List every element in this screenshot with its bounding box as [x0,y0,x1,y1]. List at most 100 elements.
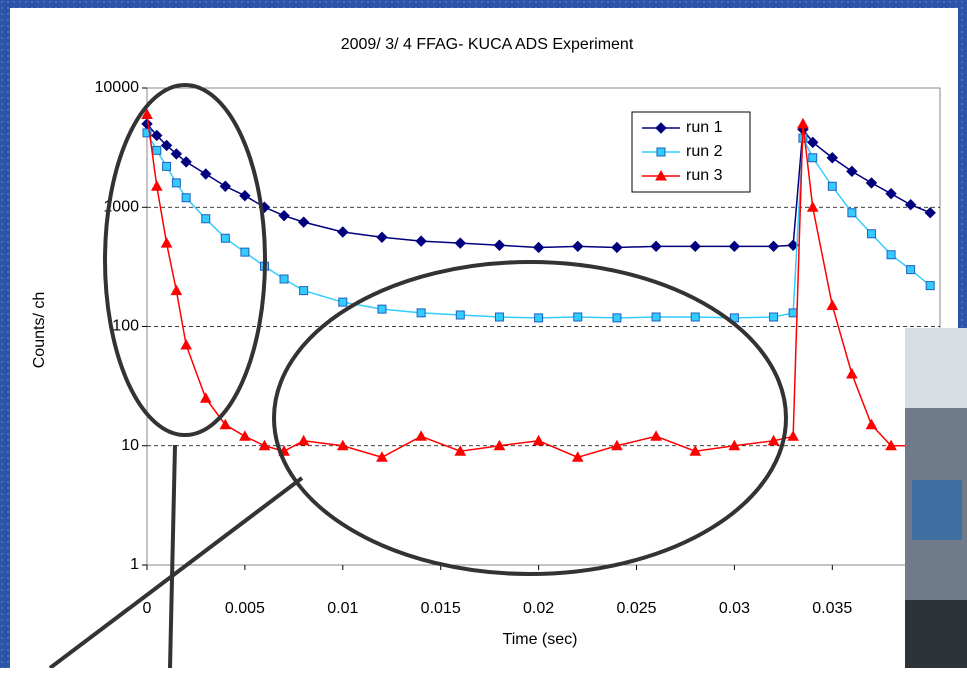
x-tick-label: 0.02 [523,600,554,617]
plot-area: 1 10 100 1000 10000 0 0.005 0.01 0.015 0.02 0.025 0… [95,79,941,617]
marker [690,312,700,322]
legend-label: run 2 [686,143,723,160]
marker [865,418,878,430]
marker [170,284,183,296]
x-tick-label: 0.025 [616,600,656,617]
x-tick-label: 0.03 [719,600,750,617]
marker [376,451,388,462]
marker [573,312,583,322]
marker [728,240,741,253]
marker [827,181,837,191]
x-tick-label: 0 [143,600,152,617]
chart-title: 2009/ 3/ 4 FFAG- KUCA ADS Experiment [341,36,634,53]
y-tick-label: 1000 [103,198,139,215]
marker [279,274,289,284]
marker [885,439,897,451]
marker [160,139,173,152]
marker [924,206,936,219]
photo-console [905,600,967,668]
y-tick-label: 10 [121,437,139,454]
marker [180,338,193,350]
marker [769,312,779,322]
marker [767,434,780,446]
marker [151,129,163,142]
marker [866,229,876,239]
marker [454,445,467,456]
marker [650,430,662,441]
marker [728,439,741,451]
marker [534,313,544,323]
annotation-line [168,444,177,669]
marker [904,199,917,211]
marker [925,281,935,291]
y-axis-label: Counts/ ch [31,292,48,368]
annotation-ellipse [103,83,267,437]
marker [493,439,506,451]
marker [571,451,584,462]
x-axis-label: Time (sec) [503,631,578,648]
marker [651,312,661,322]
marker [689,240,701,253]
marker [297,434,310,446]
marker [572,240,584,253]
marker [846,367,858,379]
marker [336,439,349,451]
chart-background [10,8,958,668]
marker [885,187,897,200]
marker [826,299,839,311]
legend-marker [655,122,667,134]
legend-label: run 1 [686,119,723,136]
x-tick-label: 0.035 [812,600,852,617]
marker [416,308,426,318]
marker [847,208,857,218]
marker [170,148,183,160]
marker [611,439,623,451]
marker [278,209,290,222]
annotation-line [48,476,304,670]
marker [181,193,191,203]
marker [494,312,504,322]
photo-ceiling [905,328,967,408]
marker [788,308,798,318]
marker [150,180,163,191]
photo-screen [912,480,962,540]
marker [376,231,388,243]
marker [806,201,819,212]
marker [239,189,251,202]
marker [787,430,799,441]
legend-label: run 3 [686,167,723,184]
marker [415,235,427,247]
marker [611,241,623,254]
marker [865,177,878,189]
marker [532,241,545,254]
annotation-overlay [48,83,967,670]
x-tick-label: 0.005 [225,600,265,617]
marker [454,237,466,249]
marker [826,152,839,164]
legend-marker [656,147,666,157]
marker [240,247,250,257]
annotation-ellipse [272,260,788,576]
marker [846,165,858,178]
y-tick-label: 100 [112,318,139,335]
marker [797,117,809,129]
marker [200,168,212,180]
marker [201,214,211,224]
marker [650,240,662,253]
marker [297,216,310,228]
marker [455,310,465,320]
legend-marker [655,169,667,181]
y-tick-label: 10000 [95,79,140,96]
marker [377,304,387,314]
marker [808,153,818,163]
marker [337,226,349,238]
marker [767,240,780,253]
marker [258,439,271,451]
marker [162,161,172,171]
marker [299,286,309,296]
marker [239,430,251,441]
x-tick-label: 0.01 [327,600,358,617]
marker [493,239,506,251]
marker [807,136,819,149]
